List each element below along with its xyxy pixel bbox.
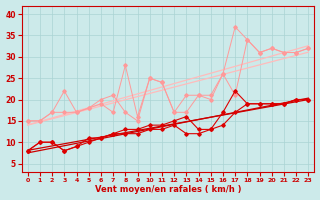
X-axis label: Vent moyen/en rafales ( km/h ): Vent moyen/en rafales ( km/h )	[95, 185, 241, 194]
